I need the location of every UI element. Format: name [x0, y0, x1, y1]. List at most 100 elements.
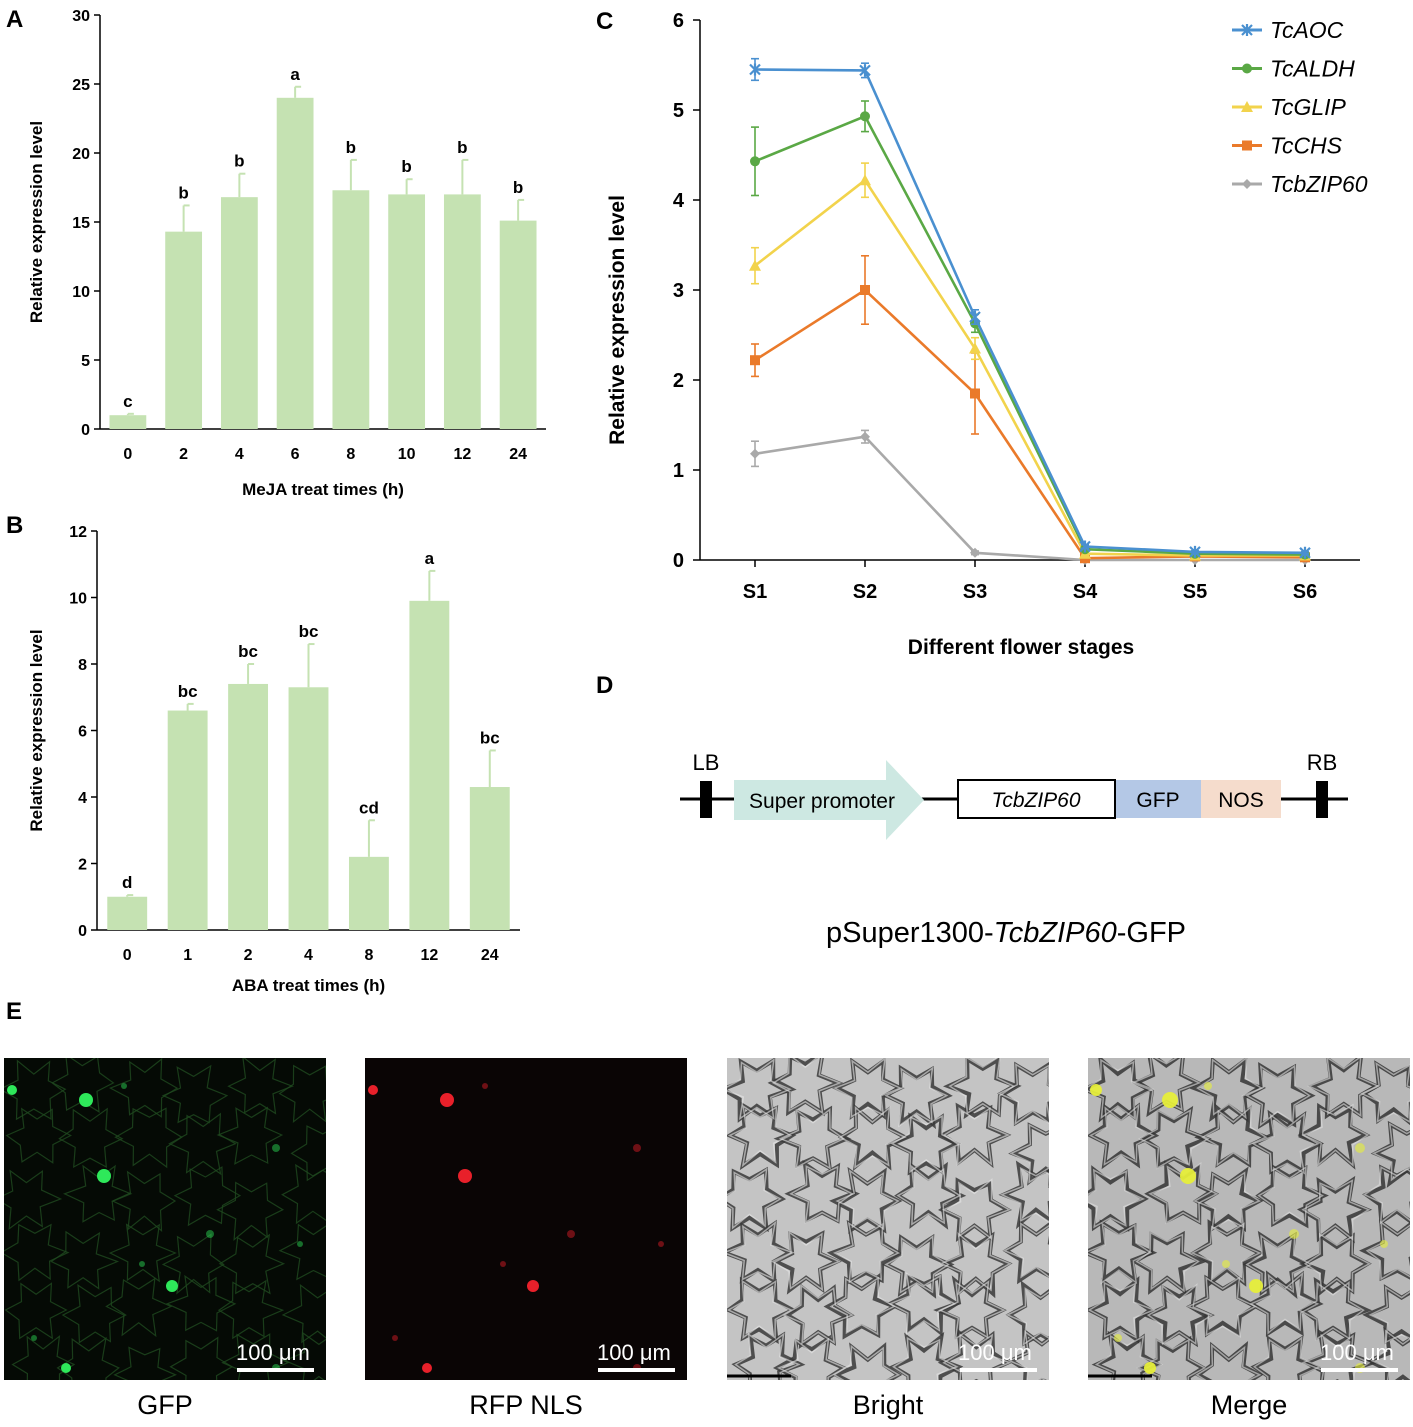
bar: [332, 190, 370, 429]
cell-outline: [1370, 1329, 1410, 1380]
cell-outline: [838, 1106, 907, 1169]
y-tick-label: 6: [78, 724, 87, 741]
cell-outline: [1195, 1343, 1262, 1380]
cell-outline: [61, 1283, 127, 1344]
cell-outline: [114, 1107, 183, 1169]
construct-title: pSuper1300-TcbZIP60-GFP: [826, 917, 1186, 949]
y-tick-label: 5: [81, 353, 90, 370]
cell-outline: [169, 1336, 234, 1380]
bar: [220, 197, 258, 429]
nucleus-signal: [392, 1335, 398, 1341]
super-promoter-label: Super promoter: [749, 790, 895, 813]
legend-label: TcAOC: [1270, 17, 1344, 43]
data-point: [969, 311, 981, 323]
panel-label-d: D: [596, 672, 614, 699]
nucleus-signal: [1090, 1084, 1102, 1096]
x-tick-label: 2: [244, 947, 253, 964]
cell-outline: [727, 1279, 793, 1340]
y-tick-label: 10: [72, 284, 90, 301]
cell-outline: [734, 1332, 801, 1380]
cell-outline: [1363, 1326, 1410, 1380]
cell-outline: [1194, 1341, 1264, 1380]
cell-outline: [221, 1333, 290, 1380]
micrograph-bright-image: [727, 1058, 1049, 1380]
data-point: [860, 285, 870, 295]
nucleus-signal: [1222, 1260, 1230, 1268]
series-line: [754, 68, 1306, 555]
x-tick-label: 0: [123, 947, 132, 964]
cell-outline: [1201, 1105, 1268, 1167]
cell-outline: [5, 1107, 73, 1164]
cell-outline: [1249, 1271, 1320, 1335]
legend-label: TcbZIP60: [1270, 171, 1368, 197]
nucleus-signal: [97, 1169, 111, 1183]
cell-outline: [168, 1112, 237, 1176]
cell-outline: [290, 1125, 326, 1182]
x-tick-label: 8: [346, 446, 355, 463]
cell-outline: [1088, 1281, 1156, 1339]
significance-letter: b: [401, 157, 411, 176]
cell-outline: [1130, 1058, 1202, 1113]
y-tick-label: 8: [78, 657, 87, 674]
cell-outline: [58, 1107, 124, 1169]
significance-letter: bc: [299, 622, 319, 641]
bar: [348, 856, 389, 930]
x-tick-label: S3: [963, 581, 987, 603]
x-tick-label: S5: [1183, 581, 1207, 603]
bar: [109, 415, 147, 429]
data-point: [859, 64, 871, 77]
significance-letter: b: [346, 138, 356, 157]
cell-outline: [999, 1167, 1049, 1223]
cell-outline: [772, 1058, 842, 1115]
data-point: [970, 388, 980, 399]
significance-letter: b: [178, 183, 188, 202]
legend-label: TcCHS: [1270, 133, 1343, 159]
bar: [388, 194, 426, 429]
cell-outline: [888, 1271, 957, 1336]
nucleus-signal: [458, 1169, 472, 1183]
data-point: [969, 342, 981, 354]
caption-bright: Bright: [852, 1390, 924, 1420]
cell-outline: [1009, 1123, 1049, 1184]
cell-outline: [1146, 1283, 1214, 1345]
cell-outline: [1252, 1336, 1322, 1380]
rb-label: RB: [1307, 750, 1338, 775]
gene-box-label: TcbZIP60: [991, 789, 1080, 812]
significance-letter: d: [122, 873, 132, 892]
nucleus-signal: [1380, 1240, 1388, 1248]
nucleus-signal: [633, 1144, 641, 1152]
cell-outline: [111, 1170, 177, 1233]
x-tick-label: 4: [304, 947, 313, 964]
scale-bar-gfp: [237, 1368, 314, 1372]
cell-outline: [11, 1334, 76, 1380]
y-tick-label: 4: [673, 190, 685, 212]
cell-outline: [997, 1063, 1049, 1126]
micrograph-bright: [727, 1058, 1049, 1380]
rb-border-mark: [1316, 781, 1328, 818]
cell-outline: [218, 1233, 286, 1295]
cell-outline: [4, 1223, 70, 1282]
cell-outline: [789, 1165, 854, 1224]
construct-diagram: LB RB Super promoter TcbZIP60 GFP NOS pS…: [680, 750, 1348, 949]
y-tick-label: 30: [72, 8, 90, 25]
y-axis-title: Relative expression level: [606, 195, 629, 445]
series-line: [754, 435, 1305, 562]
cell-outline: [281, 1283, 326, 1344]
cell-outline: [1002, 1222, 1049, 1279]
x-tick-label: S1: [743, 581, 767, 603]
cell-outline: [891, 1336, 959, 1380]
nucleus-signal: [121, 1083, 127, 1089]
cell-outline: [4, 1282, 68, 1340]
micrograph-gfp: [4, 1058, 326, 1380]
nucleus-signal: [500, 1261, 506, 1267]
series-line: [754, 114, 1306, 556]
micrograph-background: [4, 1058, 326, 1380]
bar: [228, 683, 269, 930]
cell-outline: [281, 1163, 326, 1225]
data-point: [750, 355, 760, 366]
cell-outline: [4, 1169, 63, 1230]
caption-gfp: GFP: [137, 1390, 193, 1420]
cell-outline: [105, 1277, 173, 1338]
